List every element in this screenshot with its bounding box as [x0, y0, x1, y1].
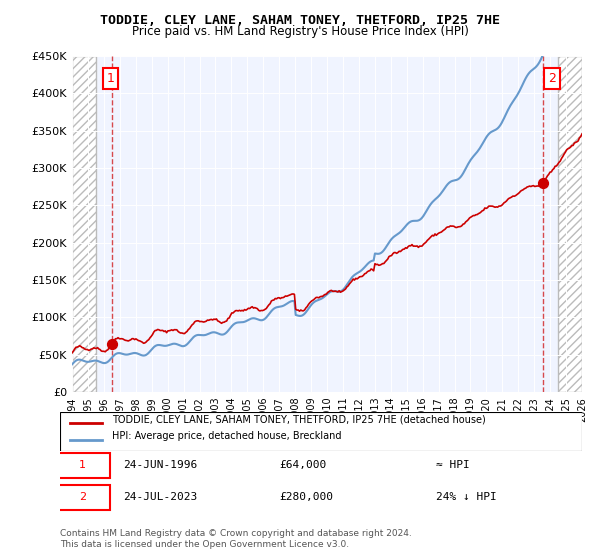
Point — [107, 340, 116, 349]
Text: HPI: Average price, detached house, Breckland: HPI: Average price, detached house, Brec… — [112, 431, 342, 441]
Text: Price paid vs. HM Land Registry's House Price Index (HPI): Price paid vs. HM Land Registry's House … — [131, 25, 469, 38]
Text: TODDIE, CLEY LANE, SAHAM TONEY, THETFORD, IP25 7HE: TODDIE, CLEY LANE, SAHAM TONEY, THETFORD… — [100, 14, 500, 27]
Bar — [558, 56, 582, 392]
FancyBboxPatch shape — [55, 452, 110, 478]
Bar — [558, 56, 582, 392]
Text: Contains HM Land Registry data © Crown copyright and database right 2024.
This d: Contains HM Land Registry data © Crown c… — [60, 529, 412, 549]
FancyBboxPatch shape — [55, 485, 110, 510]
FancyBboxPatch shape — [60, 412, 582, 451]
Bar — [72, 56, 96, 392]
Bar — [72, 56, 96, 392]
Text: 24-JUL-2023: 24-JUL-2023 — [122, 492, 197, 502]
Text: 2: 2 — [548, 72, 556, 85]
Text: 24% ↓ HPI: 24% ↓ HPI — [436, 492, 497, 502]
Text: £280,000: £280,000 — [279, 492, 333, 502]
Text: 2: 2 — [79, 492, 86, 502]
Text: £64,000: £64,000 — [279, 460, 326, 470]
Text: TODDIE, CLEY LANE, SAHAM TONEY, THETFORD, IP25 7HE (detached house): TODDIE, CLEY LANE, SAHAM TONEY, THETFORD… — [112, 414, 486, 424]
Point — [538, 179, 548, 188]
Text: 1: 1 — [107, 72, 115, 85]
Text: 1: 1 — [79, 460, 86, 470]
Text: 24-JUN-1996: 24-JUN-1996 — [122, 460, 197, 470]
Text: ≈ HPI: ≈ HPI — [436, 460, 470, 470]
